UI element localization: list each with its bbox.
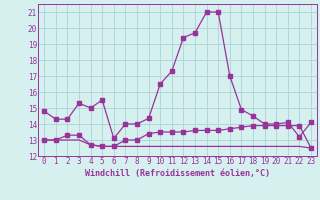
X-axis label: Windchill (Refroidissement éolien,°C): Windchill (Refroidissement éolien,°C) [85,169,270,178]
